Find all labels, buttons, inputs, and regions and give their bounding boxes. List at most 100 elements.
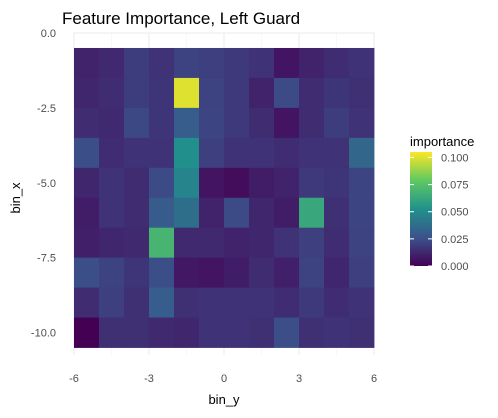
- heatmap-cell: [74, 287, 100, 318]
- heatmap-cell: [274, 287, 300, 318]
- heatmap-cell: [224, 317, 250, 348]
- heatmap-cell: [224, 287, 250, 318]
- heatmap-cell: [349, 197, 375, 229]
- heatmap-cell: [274, 167, 300, 199]
- y-tick-label: -5.0: [37, 178, 56, 190]
- heatmap-cell: [74, 167, 100, 199]
- heatmap-cell: [324, 107, 350, 139]
- heatmap-cell: [249, 287, 275, 318]
- heatmap-cell: [124, 257, 150, 289]
- heatmap-cell: [199, 137, 225, 169]
- heatmap-cell: [149, 317, 175, 348]
- heatmap-cell: [174, 317, 200, 348]
- heatmap-cell: [349, 227, 375, 259]
- y-tick-label: -7.5: [37, 253, 56, 265]
- heatmap-cell: [199, 227, 225, 259]
- heatmap-cell: [149, 77, 175, 109]
- heatmap-cell: [299, 47, 325, 79]
- heatmap-cell: [299, 197, 325, 229]
- heatmap-cell: [274, 137, 300, 169]
- x-tick-label: 6: [371, 373, 377, 385]
- heatmap-cell: [74, 137, 100, 169]
- heatmap-cell: [349, 167, 375, 199]
- heatmap-cell: [174, 107, 200, 139]
- heatmap-cell: [174, 287, 200, 318]
- y-tick-label: 0.0: [41, 28, 56, 40]
- heatmap-cell: [349, 47, 375, 79]
- heatmap-cell: [74, 317, 100, 348]
- heatmap-cell: [99, 287, 125, 318]
- legend-colorbar: [410, 152, 432, 266]
- legend-ticks: 0.100 0.075 0.050 0.025 0.000: [410, 152, 469, 273]
- heatmap-cells: [74, 47, 375, 348]
- heatmap-cell: [224, 257, 250, 289]
- heatmap-cell: [74, 107, 100, 139]
- heatmap-cell: [149, 47, 175, 79]
- heatmap-cell: [124, 227, 150, 259]
- heatmap-cell: [124, 167, 150, 199]
- heatmap-cell: [224, 47, 250, 79]
- heatmap-cell: [99, 197, 125, 229]
- heatmap-cell: [224, 167, 250, 199]
- heatmap-cell: [99, 107, 125, 139]
- heatmap-cell: [299, 107, 325, 139]
- heatmap-cell: [324, 137, 350, 169]
- heatmap-cell: [199, 257, 225, 289]
- y-axis-title: bin_x: [8, 182, 23, 214]
- heatmap-cell: [149, 257, 175, 289]
- x-tick-label: -6: [69, 373, 79, 385]
- heatmap-cell: [249, 47, 275, 79]
- heatmap-cell: [199, 167, 225, 199]
- heatmap-cell: [324, 197, 350, 229]
- heatmap-cell: [99, 317, 125, 348]
- y-tick-label: -10.0: [31, 328, 56, 340]
- heatmap-cell: [199, 317, 225, 348]
- heatmap-cell: [124, 77, 150, 109]
- heatmap-cell: [174, 257, 200, 289]
- heatmap-cell: [274, 317, 300, 348]
- heatmap-cell: [124, 197, 150, 229]
- heatmap-cell: [349, 257, 375, 289]
- heatmap-cell: [274, 257, 300, 289]
- heatmap-cell: [174, 167, 200, 199]
- heatmap-cell: [149, 197, 175, 229]
- legend-tick-label: 0.050: [441, 207, 469, 219]
- heatmap-cell: [224, 77, 250, 109]
- heatmap-cell: [249, 77, 275, 109]
- heatmap-cell: [299, 227, 325, 259]
- legend-title: importance: [410, 134, 474, 149]
- heatmap-cell: [74, 227, 100, 259]
- heatmap-cell: [299, 317, 325, 348]
- heatmap-cell: [224, 137, 250, 169]
- heatmap-cell: [324, 227, 350, 259]
- heatmap-cell: [149, 167, 175, 199]
- heatmap-cell: [174, 137, 200, 169]
- chart-title: Feature Importance, Left Guard: [62, 9, 300, 28]
- heatmap-cell: [149, 137, 175, 169]
- x-tick-label: 0: [221, 373, 227, 385]
- heatmap-cell: [299, 287, 325, 318]
- heatmap-cell: [99, 167, 125, 199]
- heatmap-cell: [199, 287, 225, 318]
- heatmap-cell: [324, 287, 350, 318]
- heatmap-cell: [249, 317, 275, 348]
- heatmap-cell: [174, 227, 200, 259]
- heatmap-cell: [99, 137, 125, 169]
- heatmap-cell: [74, 257, 100, 289]
- heatmap-cell: [349, 77, 375, 109]
- y-axis-ticks: 0.0 -2.5 -5.0 -7.5 -10.0: [31, 28, 56, 340]
- heatmap-cell: [99, 257, 125, 289]
- heatmap-cell: [349, 137, 375, 169]
- heatmap-cell: [299, 77, 325, 109]
- heatmap-cell: [249, 197, 275, 229]
- heatmap-cell: [349, 317, 375, 348]
- legend-tick-label: 0.100: [441, 152, 469, 164]
- heatmap-cell: [99, 227, 125, 259]
- heatmap-cell: [299, 257, 325, 289]
- legend-tick-label: 0.075: [441, 180, 469, 192]
- heatmap-cell: [149, 287, 175, 318]
- heatmap-cell: [224, 107, 250, 139]
- heatmap-cell: [199, 197, 225, 229]
- heatmap-cell: [274, 107, 300, 139]
